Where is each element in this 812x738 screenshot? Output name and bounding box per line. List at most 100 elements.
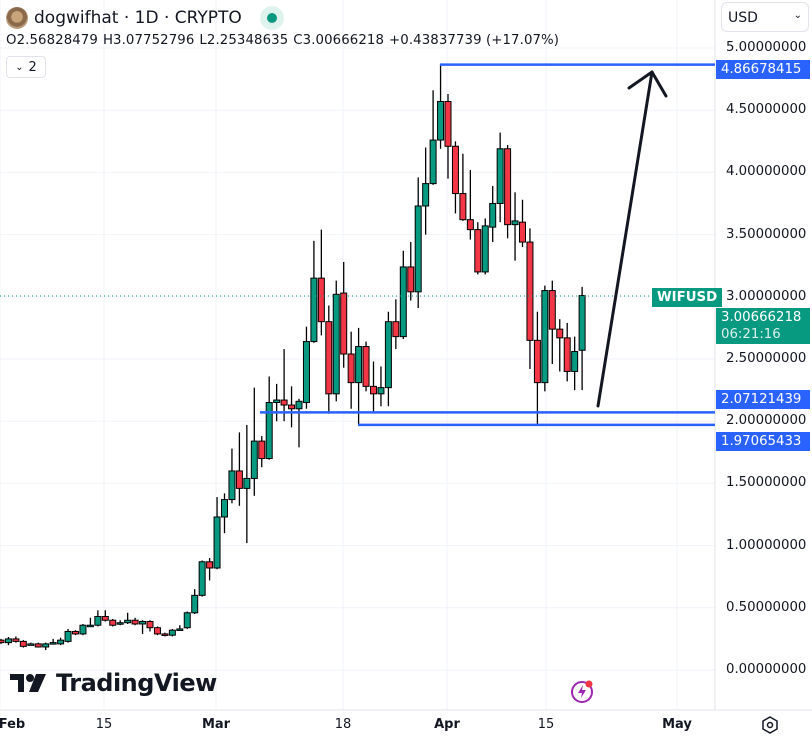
candle xyxy=(496,132,504,223)
candle-body-down xyxy=(72,630,79,635)
price-axis-label: 4.00000000 xyxy=(726,164,807,180)
candle xyxy=(355,327,363,425)
candle-body-up xyxy=(116,622,124,625)
candle-body-down xyxy=(280,399,288,406)
candle-body-up xyxy=(243,477,251,489)
candle-body-up xyxy=(384,321,392,389)
time-axis-label: Apr xyxy=(434,717,460,732)
candle-body-up xyxy=(302,341,310,404)
candle xyxy=(422,147,430,235)
candle xyxy=(466,169,474,240)
candle-body-down xyxy=(407,266,415,293)
candle-body-up xyxy=(295,400,303,410)
time-axis-label: 18 xyxy=(334,717,352,732)
tradingview-logo[interactable]: TradingView xyxy=(10,669,217,697)
candle xyxy=(213,497,221,570)
candle xyxy=(101,610,109,622)
candle-body-up xyxy=(250,440,258,479)
drawn-levels[interactable] xyxy=(260,63,715,427)
lightning-icon[interactable] xyxy=(570,678,596,704)
price-axis-label: 2.00000000 xyxy=(726,413,807,429)
candle-body-up xyxy=(198,561,206,596)
price-axis-label: 2.50000000 xyxy=(726,351,807,366)
candle xyxy=(399,250,407,340)
candle-body-up xyxy=(124,619,132,624)
candle-body-up xyxy=(377,387,385,395)
candle-body-up xyxy=(94,616,102,626)
level-tag-support-2[interactable]: 1.97065433 xyxy=(716,432,810,451)
candle xyxy=(161,632,169,637)
candle xyxy=(86,617,94,628)
candle-body-down xyxy=(533,339,541,384)
candle xyxy=(414,177,422,308)
candle xyxy=(124,612,132,624)
candle xyxy=(94,610,102,627)
candle xyxy=(153,626,161,636)
candle-body-up xyxy=(578,295,586,351)
candle-body-up xyxy=(332,293,340,395)
candle-body-up xyxy=(273,399,281,404)
chevron-down-icon: ⌄ xyxy=(15,61,24,73)
candle xyxy=(273,383,281,422)
candle-body-down xyxy=(526,241,534,341)
candle xyxy=(384,311,392,407)
time-axis-label: Feb xyxy=(0,717,26,732)
candle-body-up xyxy=(541,290,549,384)
candle-body-down xyxy=(504,148,512,226)
settings-gear-icon[interactable] xyxy=(760,715,780,735)
price-axis-label: 3.00000000 xyxy=(726,288,807,304)
candle xyxy=(79,623,87,636)
candle-body-up xyxy=(422,183,430,207)
candle-body-down xyxy=(444,100,452,147)
candle-body-down xyxy=(19,640,27,647)
candle xyxy=(377,366,385,407)
candle-body-up xyxy=(265,402,273,460)
candle-body-up xyxy=(399,266,407,338)
candle xyxy=(280,349,288,422)
candle xyxy=(310,240,318,343)
candle xyxy=(302,326,310,409)
candle xyxy=(191,589,199,615)
candle-body-up xyxy=(496,148,504,204)
price-axis-label: 0.50000000 xyxy=(726,599,807,615)
level-tag-support-1[interactable]: 2.07121439 xyxy=(716,390,810,409)
symbol-legend[interactable]: dogwifhat · 1D · CRYPTO xyxy=(6,6,284,30)
candle-body-up xyxy=(571,351,579,372)
candle-body-up xyxy=(489,203,497,228)
candle xyxy=(533,311,541,425)
candle xyxy=(437,64,445,149)
candle xyxy=(12,636,20,643)
candle-body-up xyxy=(79,624,87,635)
candle-body-down xyxy=(235,470,243,489)
level-tag-high[interactable]: 4.86678415 xyxy=(716,60,810,79)
candle-body-up xyxy=(64,630,72,642)
tradingview-logo-icon xyxy=(10,674,46,692)
candle-body-down xyxy=(556,328,564,339)
candle-body-down xyxy=(288,404,296,410)
candle xyxy=(459,153,467,221)
tradingview-wordmark: TradingView xyxy=(56,669,217,697)
candle-body-down xyxy=(466,219,474,231)
trend-arrow-drawing[interactable] xyxy=(596,70,668,408)
candle-body-up xyxy=(183,612,191,629)
live-status-icon xyxy=(259,6,284,30)
indicators-collapse-button[interactable]: ⌄ 2 xyxy=(6,56,46,78)
candle xyxy=(489,186,497,243)
candle xyxy=(340,261,348,368)
candle xyxy=(221,493,228,534)
price-axis-label: 3.50000000 xyxy=(726,226,807,242)
candle-body-down xyxy=(206,561,214,569)
open-value: O2.56828479 xyxy=(6,33,98,48)
candle-body-down xyxy=(340,292,348,355)
currency-select[interactable]: USD ⌄ xyxy=(721,2,809,32)
candle-body-down xyxy=(325,321,333,395)
time-axis-label: 15 xyxy=(537,717,555,732)
candle xyxy=(288,386,296,428)
candle xyxy=(347,331,355,409)
close-value: C3.00666218 xyxy=(293,33,385,48)
symbol-title[interactable]: dogwifhat · 1D · CRYPTO xyxy=(34,8,242,28)
price-axis-label: 5.00000000 xyxy=(726,40,807,55)
candle xyxy=(362,341,370,392)
change-value: +0.43837739 (+17.07%) xyxy=(389,33,560,48)
